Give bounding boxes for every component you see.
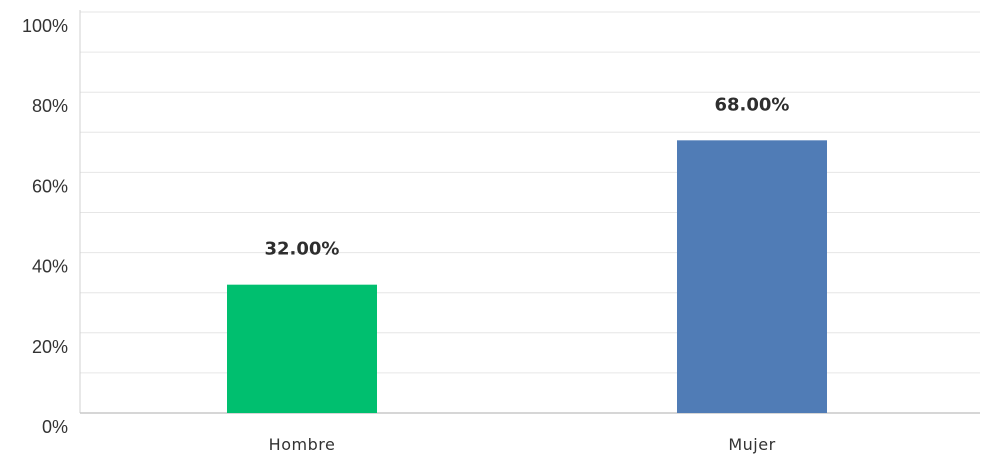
y-tick-label: 40% — [32, 257, 68, 277]
y-tick-label: 100% — [22, 16, 68, 36]
x-tick-labels: Hombre Mujer — [269, 435, 776, 454]
data-label-mujer: 68.00% — [715, 94, 790, 115]
axes — [80, 10, 980, 413]
y-tick-labels: 0% 20% 40% 60% 80% 100% — [22, 16, 68, 437]
data-label-hombre: 32.00% — [265, 239, 340, 260]
x-tick-label-mujer: Mujer — [728, 435, 775, 454]
gridlines — [80, 12, 980, 373]
y-tick-label: 0% — [42, 417, 68, 437]
y-tick-label: 20% — [32, 337, 68, 357]
bar-hombre — [227, 285, 377, 413]
bar-mujer — [677, 140, 827, 413]
bars — [227, 140, 827, 413]
y-tick-label: 60% — [32, 176, 68, 196]
y-tick-label: 80% — [32, 96, 68, 116]
x-tick-label-hombre: Hombre — [269, 435, 336, 454]
